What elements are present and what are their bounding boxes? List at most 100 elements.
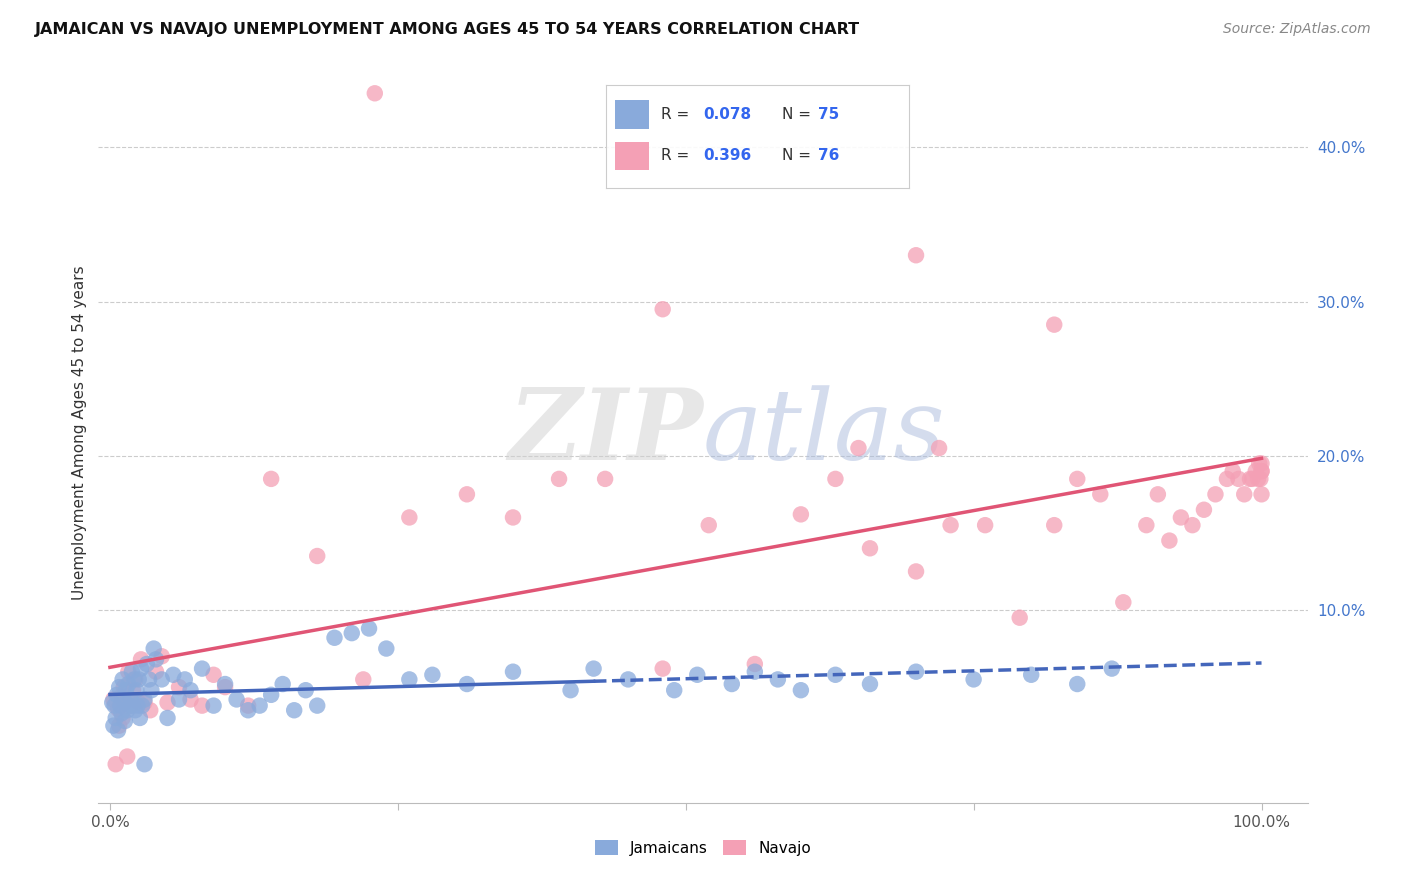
Point bbox=[1249, 457, 1271, 471]
Point bbox=[1170, 510, 1192, 524]
Point bbox=[1192, 502, 1215, 516]
Point bbox=[422, 667, 444, 681]
Point bbox=[105, 688, 128, 702]
Point bbox=[112, 680, 135, 694]
Point bbox=[138, 673, 160, 687]
Point bbox=[122, 698, 145, 713]
Point bbox=[398, 673, 420, 687]
Point bbox=[974, 518, 997, 533]
Point bbox=[125, 683, 148, 698]
Point bbox=[128, 673, 150, 687]
Point bbox=[1216, 472, 1239, 486]
Point bbox=[150, 649, 173, 664]
Point bbox=[225, 692, 247, 706]
Point bbox=[398, 510, 420, 524]
Point bbox=[1250, 487, 1272, 501]
Point bbox=[928, 441, 950, 455]
Point bbox=[191, 662, 214, 676]
Point bbox=[115, 683, 138, 698]
Point bbox=[1244, 464, 1267, 478]
Point bbox=[202, 698, 225, 713]
Point bbox=[145, 665, 167, 679]
Point bbox=[790, 683, 813, 698]
Point bbox=[129, 652, 152, 666]
Point bbox=[744, 657, 766, 671]
Point bbox=[134, 696, 156, 710]
Point bbox=[127, 698, 149, 713]
Point bbox=[283, 703, 305, 717]
Point bbox=[1222, 464, 1244, 478]
Point bbox=[593, 472, 616, 486]
Point bbox=[214, 677, 236, 691]
Point bbox=[101, 696, 124, 710]
Point bbox=[110, 698, 132, 713]
Point bbox=[582, 662, 605, 676]
Point bbox=[111, 673, 134, 687]
Legend: Jamaicans, Navajo: Jamaicans, Navajo bbox=[589, 834, 817, 862]
Point bbox=[167, 692, 190, 706]
Point bbox=[120, 692, 142, 706]
Point bbox=[110, 698, 132, 713]
Point bbox=[294, 683, 316, 698]
Point bbox=[1241, 472, 1264, 486]
Point bbox=[131, 698, 153, 713]
Point bbox=[323, 631, 346, 645]
Point bbox=[173, 673, 195, 687]
Point bbox=[651, 302, 673, 317]
Point bbox=[1135, 518, 1157, 533]
Point bbox=[128, 711, 150, 725]
Point bbox=[1066, 677, 1088, 691]
Point bbox=[156, 696, 179, 710]
Text: JAMAICAN VS NAVAJO UNEMPLOYMENT AMONG AGES 45 TO 54 YEARS CORRELATION CHART: JAMAICAN VS NAVAJO UNEMPLOYMENT AMONG AG… bbox=[35, 22, 860, 37]
Point bbox=[905, 565, 928, 579]
Point bbox=[560, 683, 582, 698]
Point bbox=[1159, 533, 1181, 548]
Point bbox=[107, 723, 129, 738]
Point bbox=[114, 696, 136, 710]
Point bbox=[766, 673, 789, 687]
Point bbox=[260, 688, 283, 702]
Point bbox=[1008, 611, 1031, 625]
Point bbox=[651, 662, 673, 676]
Point bbox=[122, 683, 145, 698]
Point bbox=[180, 692, 202, 706]
Point bbox=[502, 510, 524, 524]
Point bbox=[1147, 487, 1170, 501]
Point bbox=[456, 677, 478, 691]
Text: Source: ZipAtlas.com: Source: ZipAtlas.com bbox=[1223, 22, 1371, 37]
Point bbox=[141, 683, 163, 698]
Point bbox=[135, 657, 157, 671]
Point bbox=[110, 706, 132, 721]
Point bbox=[236, 698, 259, 713]
Point bbox=[214, 680, 236, 694]
Point bbox=[1090, 487, 1112, 501]
Point bbox=[686, 667, 709, 681]
Point bbox=[180, 683, 202, 698]
Text: ZIP: ZIP bbox=[508, 384, 703, 481]
Point bbox=[824, 667, 846, 681]
Point bbox=[375, 641, 398, 656]
Point bbox=[249, 698, 271, 713]
Point bbox=[104, 757, 127, 772]
Point bbox=[167, 680, 190, 694]
Point bbox=[139, 703, 162, 717]
Point bbox=[191, 698, 214, 713]
Point bbox=[128, 696, 150, 710]
Point bbox=[824, 472, 846, 486]
Point bbox=[340, 626, 363, 640]
Point bbox=[108, 680, 131, 694]
Point bbox=[103, 692, 125, 706]
Point bbox=[115, 749, 138, 764]
Point bbox=[307, 549, 329, 563]
Point bbox=[1249, 472, 1271, 486]
Point bbox=[162, 667, 184, 681]
Point bbox=[848, 441, 870, 455]
Point bbox=[357, 622, 380, 636]
Point bbox=[364, 87, 387, 101]
Point bbox=[1233, 487, 1256, 501]
Point bbox=[103, 719, 125, 733]
Point bbox=[120, 698, 142, 713]
Point bbox=[1101, 662, 1123, 676]
Point bbox=[1247, 472, 1270, 486]
Point bbox=[115, 703, 138, 717]
